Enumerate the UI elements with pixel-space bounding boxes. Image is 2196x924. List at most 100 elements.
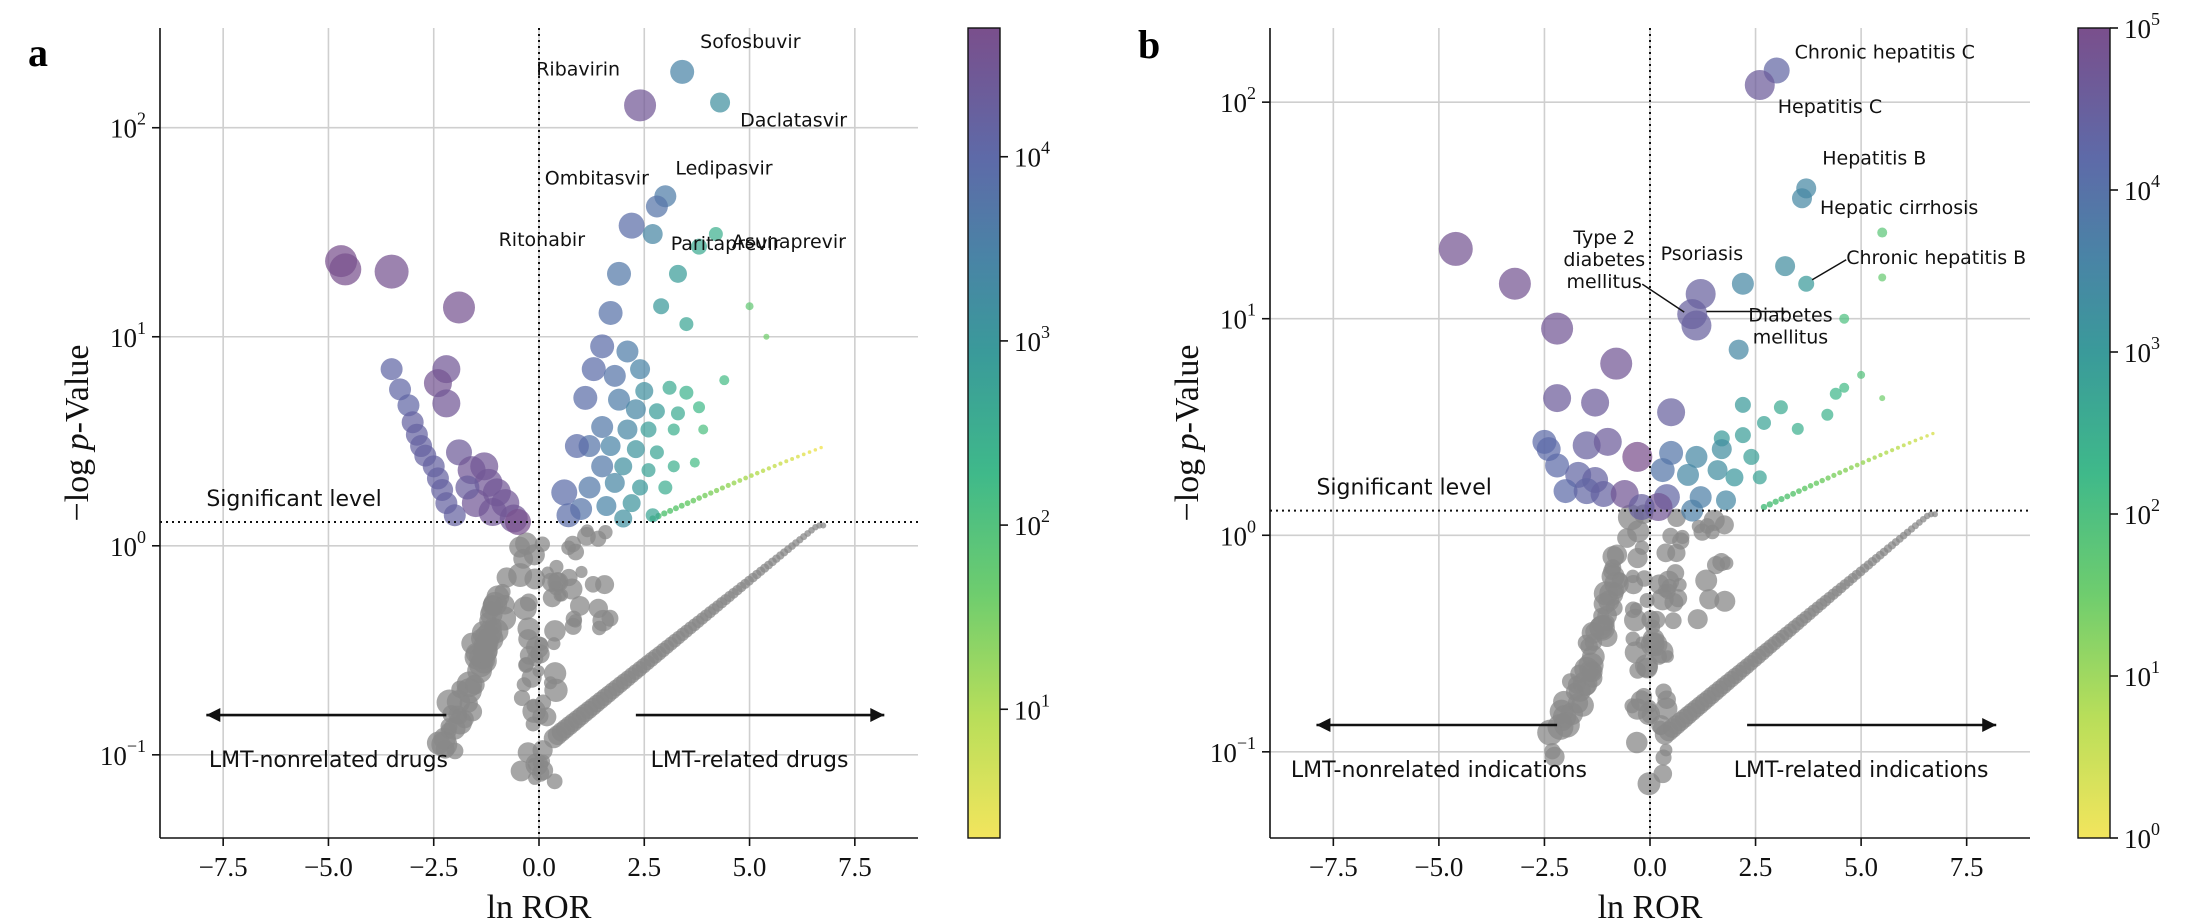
data-point[interactable] bbox=[1553, 479, 1578, 504]
data-point[interactable] bbox=[596, 496, 617, 517]
data-point[interactable] bbox=[662, 380, 677, 395]
data-point[interactable] bbox=[1731, 272, 1754, 295]
data-point[interactable] bbox=[432, 389, 461, 418]
data-point[interactable] bbox=[564, 434, 589, 459]
data-point[interactable] bbox=[1798, 275, 1815, 292]
data-point[interactable] bbox=[591, 416, 614, 439]
data-point[interactable] bbox=[1685, 445, 1708, 468]
data-point[interactable] bbox=[578, 476, 601, 499]
data-point[interactable] bbox=[1711, 439, 1732, 460]
data-point[interactable] bbox=[614, 457, 633, 476]
data-point[interactable] bbox=[719, 375, 730, 386]
data-point[interactable] bbox=[380, 358, 403, 381]
data-point[interactable] bbox=[1775, 256, 1796, 277]
data-point[interactable] bbox=[641, 463, 656, 478]
data-point[interactable] bbox=[710, 92, 731, 113]
data-point[interactable] bbox=[1628, 494, 1655, 521]
data-point[interactable] bbox=[573, 385, 598, 410]
data-point[interactable] bbox=[1541, 312, 1574, 345]
data-point[interactable] bbox=[745, 302, 754, 311]
data-point[interactable] bbox=[1650, 458, 1675, 483]
data-point[interactable] bbox=[1878, 273, 1887, 282]
data-point[interactable] bbox=[1857, 370, 1866, 379]
data-point[interactable] bbox=[640, 421, 657, 438]
data-point[interactable] bbox=[1543, 384, 1572, 413]
data-point[interactable] bbox=[1600, 347, 1633, 380]
data-point[interactable] bbox=[625, 399, 646, 420]
data-point[interactable] bbox=[642, 224, 663, 245]
data-point[interactable] bbox=[1498, 267, 1531, 300]
data-point[interactable] bbox=[607, 261, 632, 286]
data-point[interactable] bbox=[645, 508, 660, 523]
data-point[interactable] bbox=[667, 423, 680, 436]
data-point[interactable] bbox=[689, 457, 700, 468]
data-point[interactable] bbox=[1757, 415, 1771, 430]
data-point[interactable] bbox=[667, 460, 680, 473]
data-point[interactable] bbox=[1821, 408, 1834, 421]
data-point[interactable] bbox=[649, 445, 664, 460]
data-point[interactable] bbox=[1581, 388, 1610, 417]
data-point[interactable] bbox=[658, 480, 673, 495]
data-point[interactable] bbox=[670, 59, 695, 84]
data-point[interactable] bbox=[1743, 448, 1760, 465]
data-point[interactable] bbox=[556, 503, 581, 528]
data-point[interactable] bbox=[1744, 70, 1775, 101]
data-point[interactable] bbox=[679, 317, 694, 332]
data-point[interactable] bbox=[691, 238, 708, 255]
data-point[interactable] bbox=[616, 340, 639, 363]
data-point[interactable] bbox=[614, 509, 633, 528]
data-point[interactable] bbox=[1593, 427, 1622, 456]
data-point[interactable] bbox=[1829, 387, 1842, 400]
data-point[interactable] bbox=[1773, 400, 1788, 415]
data-point[interactable] bbox=[603, 364, 626, 387]
data-point[interactable] bbox=[1792, 188, 1812, 209]
data-point[interactable] bbox=[1681, 310, 1712, 341]
data-point[interactable] bbox=[763, 333, 770, 340]
data-point[interactable] bbox=[622, 494, 641, 513]
data-point[interactable] bbox=[504, 508, 531, 535]
data-point[interactable] bbox=[442, 291, 475, 324]
data-point[interactable] bbox=[1716, 490, 1736, 511]
data-point[interactable] bbox=[1590, 481, 1617, 508]
data-point[interactable] bbox=[581, 357, 606, 382]
data-point[interactable] bbox=[635, 382, 654, 401]
data-point[interactable] bbox=[1879, 395, 1886, 402]
data-point[interactable] bbox=[1734, 396, 1751, 413]
data-point[interactable] bbox=[1791, 422, 1804, 435]
data-point[interactable] bbox=[1725, 468, 1744, 487]
data-point[interactable] bbox=[693, 401, 706, 414]
data-point[interactable] bbox=[1681, 499, 1704, 522]
data-point[interactable] bbox=[397, 394, 420, 417]
data-point[interactable] bbox=[1728, 339, 1749, 360]
data-point[interactable] bbox=[1657, 398, 1686, 427]
data-point[interactable] bbox=[708, 227, 723, 242]
data-point[interactable] bbox=[1877, 227, 1888, 238]
data-point[interactable] bbox=[645, 195, 668, 218]
data-point[interactable] bbox=[648, 403, 665, 420]
data-point[interactable] bbox=[617, 419, 638, 440]
data-point[interactable] bbox=[1707, 460, 1728, 481]
data-point[interactable] bbox=[679, 385, 694, 400]
data-point[interactable] bbox=[632, 479, 649, 496]
data-point[interactable] bbox=[590, 334, 615, 359]
data-point[interactable] bbox=[670, 406, 685, 421]
data-point[interactable] bbox=[1839, 313, 1850, 324]
data-point[interactable] bbox=[443, 504, 466, 527]
data-point[interactable] bbox=[478, 498, 507, 527]
data-point[interactable] bbox=[1545, 453, 1570, 478]
data-point[interactable] bbox=[604, 472, 625, 493]
data-point[interactable] bbox=[329, 253, 362, 286]
data-point[interactable] bbox=[1438, 231, 1473, 266]
data-point[interactable] bbox=[600, 436, 621, 457]
data-point[interactable] bbox=[455, 475, 480, 500]
data-point[interactable] bbox=[1572, 431, 1601, 460]
data-point[interactable] bbox=[698, 424, 709, 435]
data-point[interactable] bbox=[668, 264, 687, 283]
data-point[interactable] bbox=[1839, 382, 1850, 393]
data-point[interactable] bbox=[624, 89, 657, 122]
data-point[interactable] bbox=[598, 300, 623, 325]
data-point[interactable] bbox=[626, 440, 645, 459]
data-point[interactable] bbox=[1622, 441, 1653, 472]
data-point[interactable] bbox=[551, 479, 578, 506]
data-point[interactable] bbox=[618, 212, 645, 239]
